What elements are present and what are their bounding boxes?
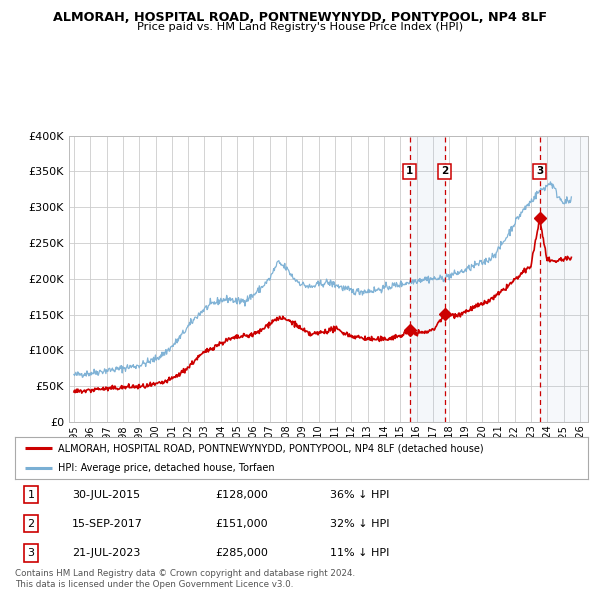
Text: HPI: Average price, detached house, Torfaen: HPI: Average price, detached house, Torf… [58,463,275,473]
Text: Price paid vs. HM Land Registry's House Price Index (HPI): Price paid vs. HM Land Registry's House … [137,22,463,32]
Text: 1: 1 [406,166,413,176]
Text: £285,000: £285,000 [215,548,268,558]
Text: ALMORAH, HOSPITAL ROAD, PONTNEWYNYDD, PONTYPOOL, NP4 8LF (detached house): ALMORAH, HOSPITAL ROAD, PONTNEWYNYDD, PO… [58,443,484,453]
Text: 2: 2 [28,519,35,529]
Bar [540,136,588,422]
Text: 36% ↓ HPI: 36% ↓ HPI [330,490,389,500]
Text: 15-SEP-2017: 15-SEP-2017 [73,519,143,529]
Text: 1: 1 [28,490,35,500]
Text: 2: 2 [441,166,448,176]
Text: 11% ↓ HPI: 11% ↓ HPI [330,548,389,558]
Text: 30-JUL-2015: 30-JUL-2015 [73,490,140,500]
Text: 32% ↓ HPI: 32% ↓ HPI [330,519,389,529]
Text: 3: 3 [28,548,35,558]
Text: £128,000: £128,000 [215,490,268,500]
Text: Contains HM Land Registry data © Crown copyright and database right 2024.
This d: Contains HM Land Registry data © Crown c… [15,569,355,589]
Text: 21-JUL-2023: 21-JUL-2023 [73,548,140,558]
Text: ALMORAH, HOSPITAL ROAD, PONTNEWYNYDD, PONTYPOOL, NP4 8LF: ALMORAH, HOSPITAL ROAD, PONTNEWYNYDD, PO… [53,11,547,24]
Text: £151,000: £151,000 [215,519,268,529]
Text: 3: 3 [536,166,544,176]
Bar [410,136,445,422]
